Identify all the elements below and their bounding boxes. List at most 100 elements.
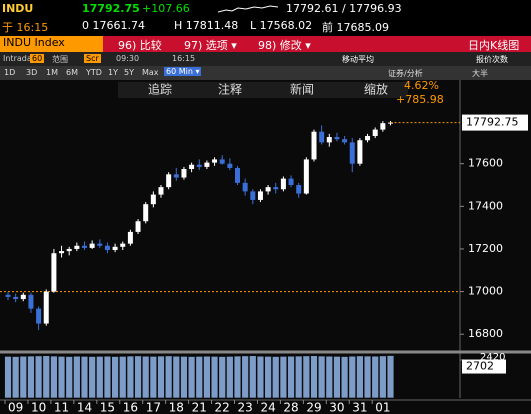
tick-count[interactable]: 报价次数 [476,55,508,64]
frequency[interactable]: 60 Min ▾ [164,67,202,76]
volume-bar [19,355,27,399]
candle-body [112,246,118,251]
candle-body [43,291,49,324]
x-tick-label: 21 [192,401,207,414]
y-tick-label: 17200 [468,242,503,255]
x-tick-label: 01 [375,401,390,414]
volume-bar [157,355,165,399]
volume-bar [264,356,272,399]
chart-toolbar [118,82,408,98]
start-time: 09:30 [116,54,140,63]
last-price-label: 17792.75 [466,116,519,129]
volume-bar [180,356,188,399]
candle-body [104,245,110,251]
size[interactable]: 大半 [472,69,488,78]
volume-bar [4,356,12,399]
volume-bar [279,356,288,399]
x-tick-label: 10 [31,401,46,414]
period-max[interactable]: Max [142,68,159,77]
candle-body [82,245,87,248]
volume-bar [249,355,257,399]
candle-body [181,169,187,178]
annotate-button[interactable]: 注释 [218,82,242,97]
y-tick-label: 17600 [468,157,503,170]
pct-change: 4.62% [404,80,439,92]
volume-bar [379,355,387,399]
period-1m[interactable]: 1M [46,68,58,77]
volume-bar [317,355,326,399]
candle-body [265,187,271,192]
volume-bar [126,355,135,399]
volume-bar [149,356,158,399]
period-3d[interactable]: 3D [26,68,38,77]
compare-button[interactable]: 96) 比较 [118,39,162,52]
period-ytd[interactable]: YTD [86,68,102,77]
period-1y[interactable]: 1Y [108,68,118,77]
volume-bar [142,355,150,399]
volume-bar [80,356,89,399]
volume-bar [27,355,35,399]
candle-body [189,164,195,170]
volume-bar [11,356,20,399]
volume-bar [119,356,127,399]
period-5y[interactable]: 5Y [124,68,134,77]
volume-bar [348,355,356,399]
security-field[interactable]: INDU Index [0,36,103,52]
volume-bar [356,355,364,399]
analysis[interactable]: 证券/分析 [388,69,423,78]
options-button[interactable]: 97) 选项 ▾ [184,39,237,52]
volume-bar [164,355,173,399]
moving-average[interactable]: 移动平均 [342,55,374,64]
x-tick-label: 31 [352,401,367,414]
time: 于 16:15 [2,21,49,34]
volume-bar [187,356,196,399]
volume-bar [325,355,333,399]
candle-body [135,221,141,232]
volume-tick-label: 2420 [480,352,505,363]
candle-body [326,137,332,143]
y-tick-label: 17400 [468,199,503,212]
volume-bar [88,356,96,399]
candle-body [28,294,34,309]
y-tick-label: 17000 [468,285,503,298]
x-tick-label: 29 [306,401,321,414]
chart: 追踪 注释 新闻 缩放 16800 17000 17200 17400 17600 09 1… [0,80,531,414]
quote-row: INDU 17792.75 +107.66 17792.61 / 17796.9… [0,0,531,18]
volume-bar [371,355,379,399]
stats-row: 于 16:15 0 17661.74 H 17811.48 L 17568.02… [0,18,531,36]
candle-body [257,191,263,200]
news-button[interactable]: 新闻 [290,82,314,97]
edit-button[interactable]: 98) 修改 ▾ [258,39,311,52]
period-6m[interactable]: 6M [66,68,78,77]
volume-bar [333,356,341,399]
interval-field[interactable]: 60 [30,54,45,63]
x-tick-label: 24 [260,401,275,414]
candle-body [319,131,325,143]
end-time: 16:15 [172,54,196,63]
zoom-button[interactable]: 缩放 [364,82,388,97]
track-button[interactable]: 追踪 [148,82,172,97]
candle-body [288,178,294,186]
candle-body [280,178,286,190]
scr-field[interactable]: Scr [84,54,101,63]
volume-bar [134,355,142,399]
x-tick-label: 16 [123,401,138,414]
candle-body [219,159,225,164]
period-1d[interactable]: 1D [4,68,16,77]
candle-body [20,294,26,300]
volume-bar [294,355,303,399]
candle-body [357,140,363,164]
x-tick-label: 11 [54,401,69,414]
settings-row: Intraday 60 范围 Scr 09:30 16:15 移动平均 报价次数 [0,52,531,66]
volume-bar [363,355,372,399]
open: 0 17661.74 [82,19,145,32]
volume-bar [226,356,234,399]
x-tick-label: 18 [169,401,184,414]
candle-body [342,139,348,143]
volume-bar [203,355,211,399]
prev-close: 前 17685.09 [322,21,389,34]
volume-bar [218,356,226,399]
mode: Intraday [3,54,37,63]
high: H 17811.48 [174,19,239,32]
candle-body [143,204,149,222]
